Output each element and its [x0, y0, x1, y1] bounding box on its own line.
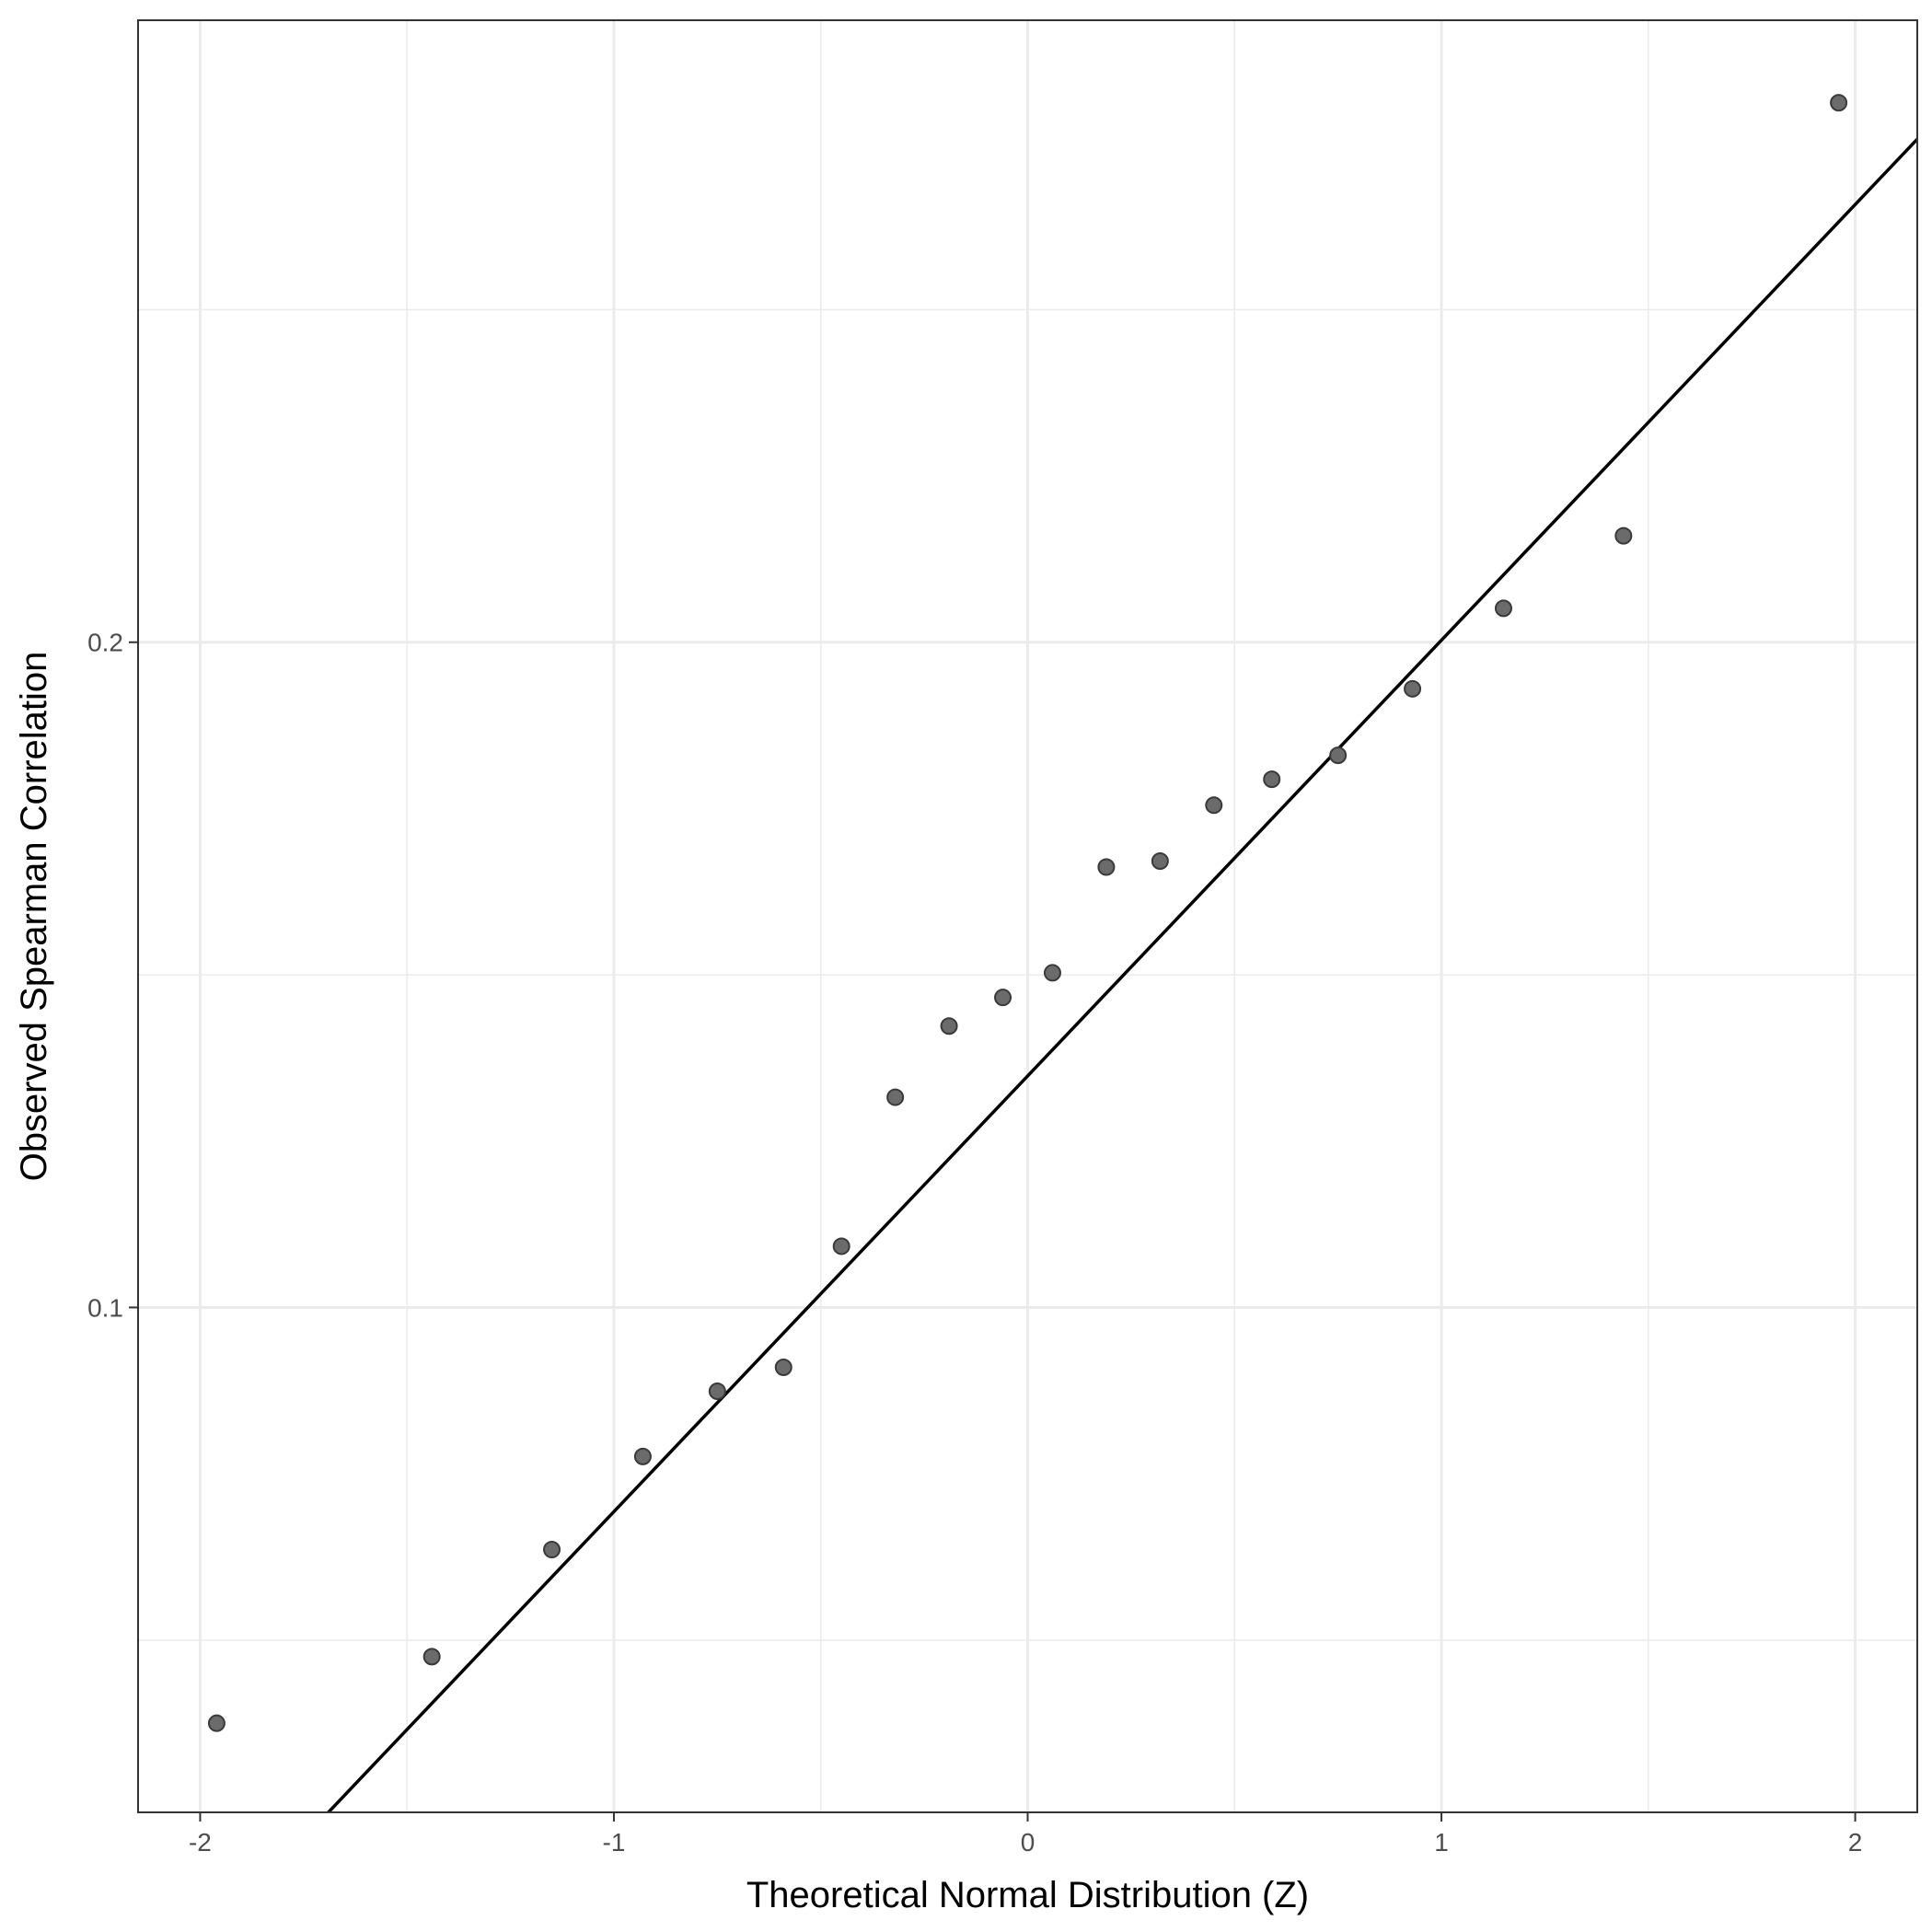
- data-point: [207, 1714, 226, 1732]
- data-point: [1614, 526, 1633, 545]
- data-point: [774, 1359, 792, 1377]
- data-point: [1830, 94, 1848, 112]
- data-point: [1263, 770, 1281, 789]
- data-point: [886, 1088, 905, 1106]
- data-point: [1329, 746, 1348, 765]
- data-point: [422, 1648, 441, 1666]
- data-points: [207, 94, 1848, 1732]
- x-tick-label: 2: [1848, 1828, 1863, 1857]
- x-tick-label: 0: [1021, 1828, 1035, 1857]
- y-tick-label: 0.1: [87, 1293, 123, 1322]
- data-point: [1404, 679, 1422, 698]
- data-point: [633, 1447, 652, 1465]
- major-gridlines: [138, 20, 1917, 1812]
- x-axis-ticks: -2 -1 0 1 2: [189, 1812, 1862, 1857]
- y-tick-label: 0.2: [87, 629, 123, 657]
- data-point: [940, 1017, 958, 1035]
- data-point: [543, 1541, 561, 1559]
- x-tick-label: 1: [1434, 1828, 1449, 1857]
- x-axis-title: Theoretical Normal Distribution (Z): [746, 1875, 1309, 1915]
- y-axis-ticks: 0.1 0.2: [87, 629, 138, 1322]
- data-point: [1097, 858, 1116, 876]
- x-tick-label: -1: [603, 1828, 626, 1857]
- x-tick-label: -2: [189, 1828, 212, 1857]
- reference-line: [326, 137, 1917, 1812]
- data-point: [832, 1237, 850, 1255]
- data-point: [1151, 852, 1169, 871]
- data-point: [1043, 964, 1061, 982]
- y-axis-title: Observed Spearman Correlation: [14, 652, 54, 1182]
- data-point: [1494, 599, 1512, 618]
- data-point: [994, 989, 1012, 1007]
- data-point: [1205, 796, 1223, 815]
- data-point: [708, 1382, 726, 1401]
